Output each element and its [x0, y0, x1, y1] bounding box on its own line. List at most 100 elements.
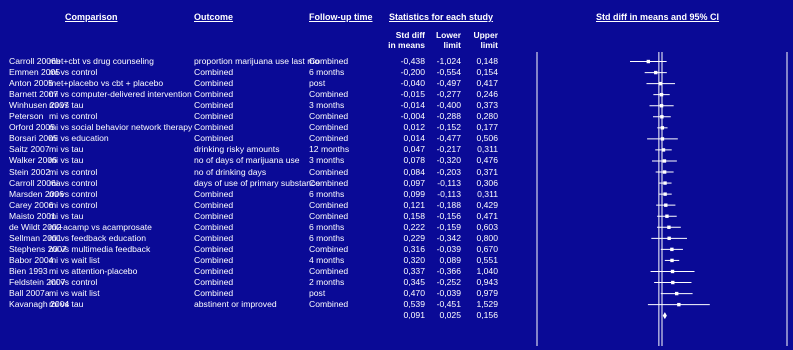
effect-box — [659, 104, 664, 108]
subheader-upper-line1: Upper — [473, 30, 498, 40]
header-outcome: Outcome — [194, 12, 234, 22]
table-row: Orford 2005 mi vs social behavior network… — [0, 122, 560, 133]
outcome-cell: Combined — [194, 89, 234, 100]
study-name: Marsden 2006 — [9, 188, 64, 199]
subheader-std-diff-line1: Std diff — [395, 30, 425, 40]
comparison-cell: mi vs control — [49, 277, 98, 287]
outcome-cell: drinking risky amounts — [194, 144, 280, 155]
lower-limit-cell: -0,320 — [436, 155, 461, 166]
study-name: Barnett 2007 — [9, 89, 59, 100]
comparison-cell: mi vs tau — [49, 299, 84, 310]
comparison-cell: mi vs control — [49, 177, 98, 188]
std-diff-cell: 0,158 — [403, 210, 425, 221]
study-name: Winhusen 2007 — [9, 100, 69, 111]
lower-limit-cell: -0,366 — [436, 265, 461, 276]
lower-limit-cell: -0,156 — [436, 210, 461, 221]
followup-cell: 2 months — [309, 277, 345, 287]
upper-limit-cell: 0,429 — [476, 199, 498, 210]
comparison-cell: mi vs control — [49, 188, 98, 199]
comparison-cell: mi vs wait list — [49, 254, 100, 265]
effect-box — [665, 214, 669, 218]
outcome-cell: days of use of primary substance — [194, 177, 321, 188]
study-name: Bien 1993 — [9, 265, 48, 276]
study-name: Emmen 2005 — [9, 67, 61, 78]
followup-cell: 12 months — [309, 144, 350, 155]
outcome-cell: Combined — [194, 78, 234, 89]
subheader-lower-line2: limit — [443, 40, 461, 50]
effect-box — [667, 225, 671, 229]
outcome-cell: Combined — [194, 265, 234, 276]
effect-box — [659, 92, 664, 97]
std-diff-cell: 0,222 — [403, 221, 425, 232]
effect-box — [659, 81, 663, 86]
followup-cell: Combined — [309, 89, 349, 100]
upper-limit-cell: 0,280 — [476, 111, 498, 122]
effect-box — [661, 148, 666, 152]
table-row: Babor 2004 mi vs wait list Combined 4 month… — [0, 255, 560, 266]
outcome-cell: abstinent or improved — [194, 299, 277, 310]
header-comparison: Comparison — [65, 12, 118, 22]
comparison-cell: mi vs control — [49, 67, 98, 78]
upper-limit-cell: 0,943 — [476, 277, 498, 287]
outcome-cell: Combined — [194, 254, 234, 265]
upper-limit-cell: 0,471 — [476, 210, 498, 221]
upper-limit-cell: 0,800 — [476, 232, 498, 243]
effect-box — [663, 181, 667, 185]
study-name: Carroll 2006a — [9, 177, 61, 188]
outcome-cell: Combined — [194, 122, 234, 133]
study-name: Babor 2004 — [9, 254, 54, 265]
std-diff-cell: -0,004 — [400, 111, 425, 122]
outcome-cell: Combined — [194, 210, 234, 221]
header-statistics: Statistics for each study — [389, 12, 494, 22]
study-name: Peterson — [9, 111, 44, 122]
table-row: Borsari 2005 mi vs education Combined Combi… — [0, 133, 560, 144]
effect-box — [662, 170, 667, 174]
followup-cell: Combined — [309, 177, 349, 188]
outcome-cell: Combined — [194, 188, 234, 199]
comparison-cell: mi vs social behavior network therapy — [49, 122, 193, 133]
study-name: Walker 2006 — [9, 155, 57, 166]
table-row: Sellman 2001 mi vs feedback education Comb… — [0, 233, 560, 244]
std-diff-cell: 0,121 — [403, 199, 425, 210]
table-row: Feldstein 2007 mi vs control Combined 2 mon… — [0, 277, 560, 288]
upper-limit-cell: 1,529 — [476, 299, 498, 310]
outcome-cell: no of drinking days — [194, 166, 267, 177]
effect-box — [654, 70, 658, 75]
study-name: Borsari 2005 — [9, 133, 58, 144]
comparison-cell: mi vs tau — [49, 100, 84, 111]
study-name: Stephens 2007 — [9, 243, 67, 254]
comparison-cell: met+placebo vs cbt + placebo — [49, 78, 164, 89]
std-diff-cell: 0,345 — [403, 277, 425, 287]
subheader-std-diff: Std diff in means — [383, 30, 425, 50]
outcome-cell: Combined — [194, 232, 234, 243]
upper-limit-cell: 0,371 — [476, 166, 498, 177]
subheader-upper-limit: Upper limit — [456, 30, 498, 50]
outcome-cell: proportion marijuana use last mo — [194, 56, 320, 66]
std-diff-cell: 0,229 — [403, 232, 425, 243]
std-diff-cell: -0,014 — [400, 100, 425, 111]
followup-cell: Combined — [309, 210, 349, 221]
effect-box — [670, 247, 674, 252]
table-row: Emmen 2005 mi vs control Combined 6 months -… — [0, 67, 560, 78]
study-name: Sellman 2001 — [9, 232, 62, 243]
followup-cell: 4 months — [309, 254, 345, 265]
outcome-cell: Combined — [194, 111, 234, 122]
comparison-cell: mi vs wait list — [49, 288, 100, 299]
upper-limit-cell: 0,670 — [476, 243, 498, 254]
upper-limit-cell: 0,603 — [476, 221, 498, 232]
effect-box — [671, 280, 675, 285]
std-diff-cell: 0,097 — [403, 177, 425, 188]
outcome-cell: Combined — [194, 100, 234, 111]
table-row: Winhusen 2007 mi vs tau Combined 3 months -0… — [0, 100, 560, 111]
followup-cell: 6 months — [309, 188, 345, 199]
upper-limit-cell: 0,417 — [476, 78, 498, 89]
followup-cell: post — [309, 78, 326, 89]
study-name: Feldstein 2007 — [9, 277, 66, 287]
followup-cell: 3 months — [309, 155, 345, 166]
upper-limit-cell: 0,551 — [476, 254, 498, 265]
lower-limit-cell: -0,113 — [437, 188, 461, 199]
table-row: Carroll 2006a mi vs control days of use of… — [0, 178, 560, 189]
upper-limit-cell: 0,177 — [476, 122, 498, 133]
study-name: Kavanagh 2004 — [9, 299, 70, 310]
